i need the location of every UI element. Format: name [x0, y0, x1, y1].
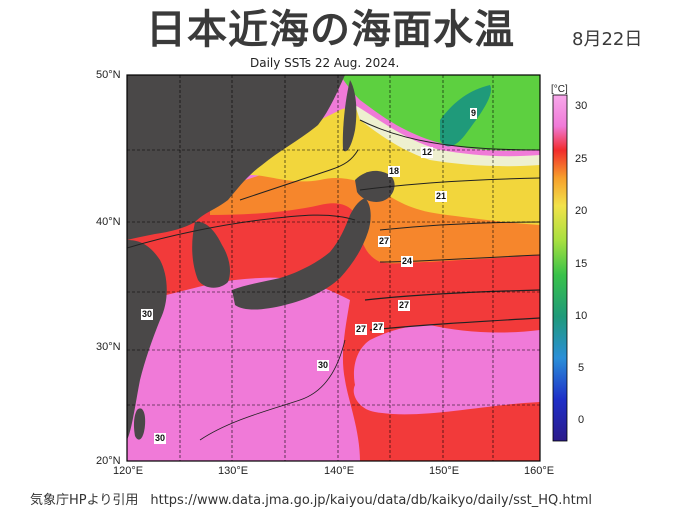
lat-label: 30°N [96, 341, 121, 353]
land-korea [192, 221, 230, 288]
colorbar-tick: 10 [575, 310, 588, 322]
land-china-coast [127, 240, 167, 440]
colorbar-tick: 25 [575, 153, 588, 165]
colorbar-tick: 20 [575, 205, 588, 217]
lat-label: 20°N [96, 455, 121, 467]
isotherm-label: 27 [378, 236, 391, 247]
isotherm-label: 27 [355, 324, 368, 335]
lat-label: 40°N [96, 216, 121, 228]
isotherm-line [359, 177, 540, 191]
lon-label: 140°E [324, 465, 355, 477]
isotherm-line [359, 119, 540, 151]
isotherm-line [379, 221, 540, 231]
colorbar [552, 94, 568, 442]
isotherm-label: 9 [470, 108, 478, 119]
lon-label: 150°E [429, 465, 460, 477]
sst-field [127, 75, 540, 461]
map-frame [126, 74, 541, 462]
graticule [127, 75, 540, 461]
source-credit-text: 気象庁HPより引用 [30, 493, 139, 508]
source-credit: 気象庁HPより引用 https://www.data.jma.go.jp/kaiy… [30, 489, 592, 508]
isotherm-label: 21 [435, 191, 448, 202]
isotherm-line [239, 149, 359, 201]
land-hokkaido [355, 170, 395, 203]
sst-zone-30-south [127, 277, 360, 461]
map-subtitle: Daily SSTs 22 Aug. 2024. [250, 56, 400, 70]
page-title: 日本近海の海面水温 [146, 7, 515, 53]
isotherm-label: 12 [421, 147, 434, 158]
land-asia [127, 75, 345, 240]
lat-label: 50°N [96, 69, 121, 81]
sst-zone-18 [355, 105, 540, 167]
isotherm-label: 30 [154, 433, 167, 444]
source-url[interactable]: https://www.data.jma.go.jp/kaiyou/data/d… [150, 493, 593, 508]
lon-label: 160°E [524, 465, 555, 477]
date-label: 8月22日 [572, 29, 643, 50]
land-sakhalin [342, 80, 357, 152]
colorbar-tick: 5 [578, 362, 585, 374]
isotherm-label: 27 [398, 300, 411, 311]
lon-label: 120°E [113, 465, 144, 477]
isotherm-label: 18 [388, 166, 401, 177]
isotherm-label: 24 [401, 256, 414, 267]
colorbar-tick: 15 [575, 258, 588, 270]
colorbar-tick: 0 [578, 414, 585, 426]
isotherm-line [364, 289, 540, 301]
isotherm-label: 30 [317, 360, 330, 371]
sst-zone-9 [440, 85, 491, 147]
colorbar-tick: 30 [575, 100, 588, 112]
isotherm-line [369, 317, 540, 331]
isotherm-line [127, 214, 356, 249]
isotherm-label: 27 [372, 322, 385, 333]
isotherm-label: 30 [141, 309, 154, 320]
land-honshu [232, 198, 371, 310]
lon-label: 130°E [218, 465, 249, 477]
land-taiwan [133, 408, 146, 440]
isotherm-line [379, 254, 540, 263]
colorbar-unit: [°C] [551, 84, 568, 95]
